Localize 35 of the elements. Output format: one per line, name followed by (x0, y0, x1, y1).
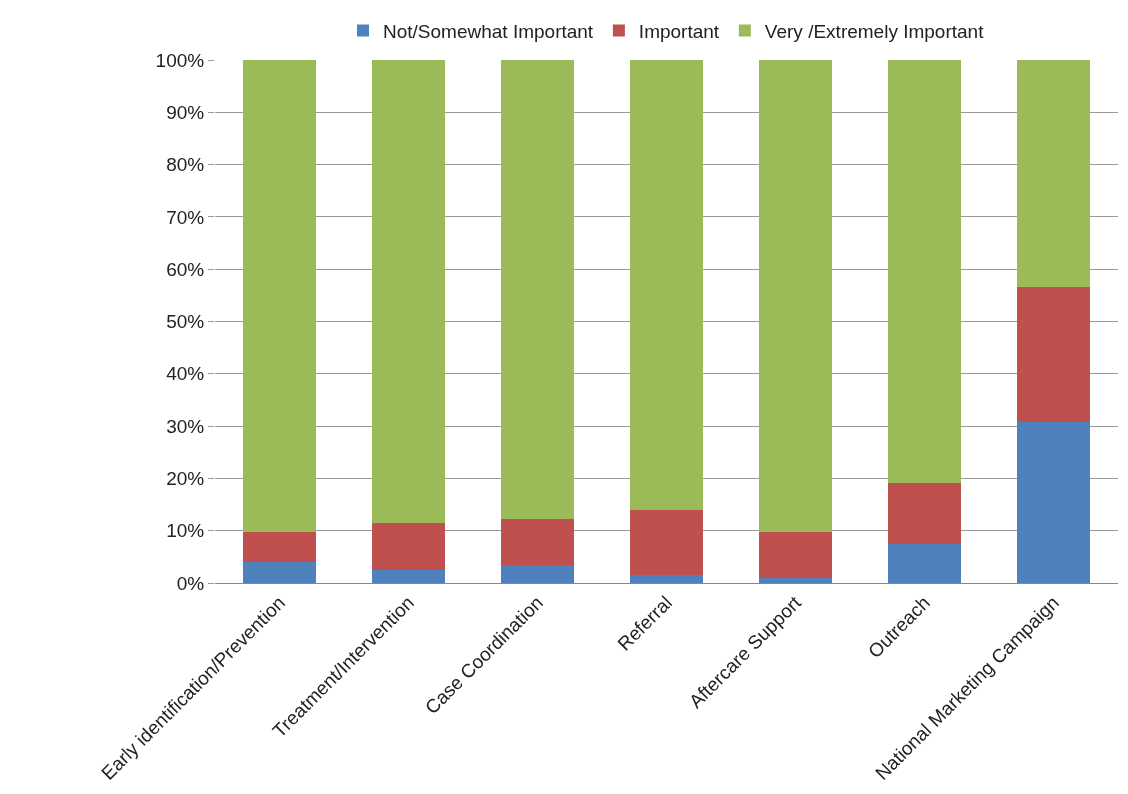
bar (500, 60, 575, 519)
legend-label: Important (638, 20, 720, 42)
bar (629, 60, 704, 510)
bar (758, 577, 833, 583)
y-tick-label: 10% (166, 520, 205, 542)
bar (371, 522, 446, 571)
bar (629, 509, 704, 576)
y-tick-label: 70% (166, 206, 205, 228)
bar (242, 60, 317, 532)
bar (371, 570, 446, 583)
bar (887, 60, 962, 484)
y-tick-label: 80% (166, 154, 205, 176)
bar (1016, 60, 1091, 287)
bar (371, 60, 446, 523)
bar (242, 531, 317, 563)
bar (1016, 286, 1091, 422)
y-tick-label: 60% (166, 258, 205, 280)
y-tick-label: 100% (155, 49, 205, 71)
bar (887, 483, 962, 545)
legend-label: Not/Somewhat Important (383, 20, 594, 42)
legend-label: Very /Extremely Important (764, 20, 985, 42)
bar (500, 518, 575, 565)
bar (1016, 421, 1091, 583)
y-tick-label: 30% (166, 415, 205, 437)
bar (500, 564, 575, 583)
y-tick-label: 0% (176, 572, 205, 594)
bar (887, 544, 962, 583)
y-tick-label: 20% (166, 468, 205, 490)
y-tick-label: 40% (166, 363, 205, 385)
y-tick-label: 50% (166, 311, 205, 333)
bar (629, 575, 704, 583)
bar (758, 60, 833, 532)
bar (242, 562, 317, 583)
y-tick-label: 90% (166, 101, 205, 123)
bar (758, 531, 833, 578)
